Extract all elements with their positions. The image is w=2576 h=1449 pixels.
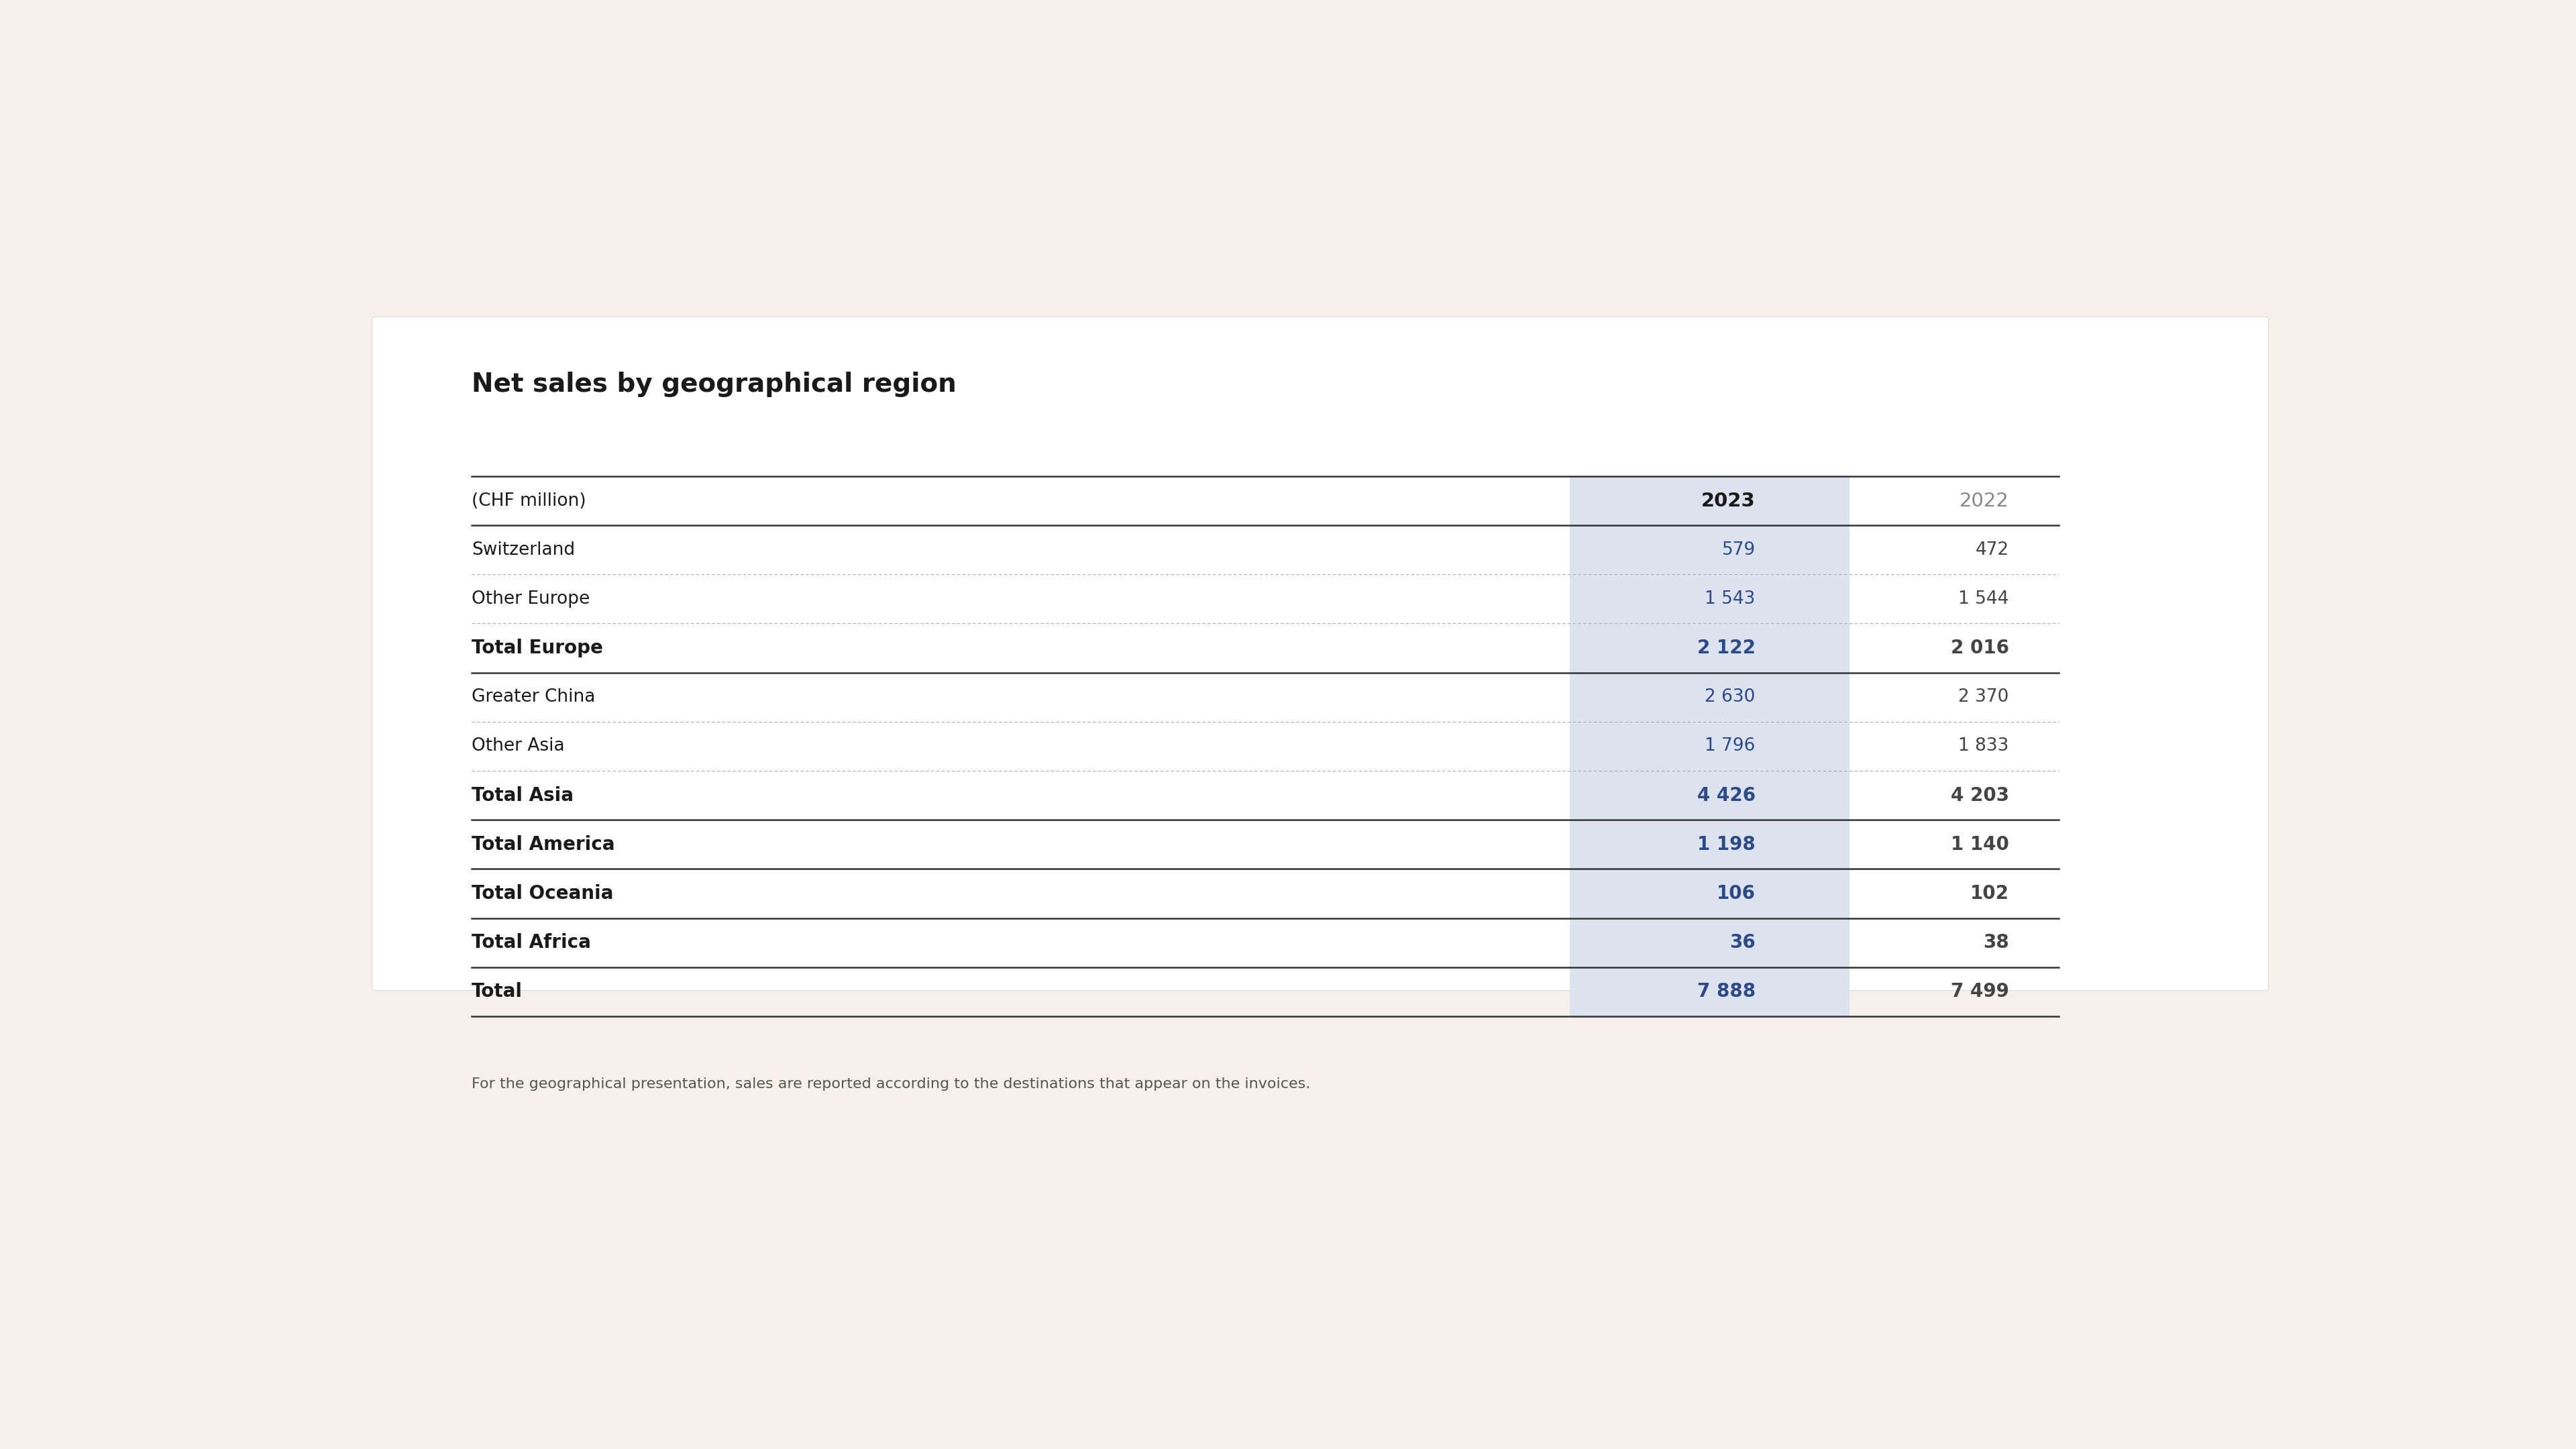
Text: 579: 579: [1721, 540, 1754, 559]
Text: 2 630: 2 630: [1705, 688, 1754, 706]
Text: 2 016: 2 016: [1950, 639, 2009, 658]
Text: 2023: 2023: [1700, 491, 1754, 510]
Text: 1 543: 1 543: [1705, 590, 1754, 607]
Text: 472: 472: [1976, 540, 2009, 559]
Text: 1 198: 1 198: [1698, 835, 1754, 853]
Text: Other Europe: Other Europe: [471, 590, 590, 607]
FancyBboxPatch shape: [371, 317, 2269, 991]
Text: 2022: 2022: [1960, 491, 2009, 510]
Text: (CHF million): (CHF million): [471, 493, 587, 510]
Text: 4 426: 4 426: [1698, 785, 1754, 804]
Text: For the geographical presentation, sales are reported according to the destinati: For the geographical presentation, sales…: [471, 1078, 1311, 1091]
Text: 102: 102: [1971, 884, 2009, 903]
Text: 36: 36: [1728, 933, 1754, 952]
Text: 106: 106: [1716, 884, 1754, 903]
Text: 7 888: 7 888: [1698, 982, 1754, 1001]
Text: 7 499: 7 499: [1950, 982, 2009, 1001]
Text: 1 833: 1 833: [1958, 738, 2009, 755]
Text: Total America: Total America: [471, 835, 616, 853]
FancyBboxPatch shape: [1569, 477, 1850, 1016]
Text: 1 796: 1 796: [1705, 738, 1754, 755]
Text: Total Africa: Total Africa: [471, 933, 590, 952]
Text: 4 203: 4 203: [1950, 785, 2009, 804]
Text: 38: 38: [1984, 933, 2009, 952]
Text: 1 140: 1 140: [1950, 835, 2009, 853]
Text: 1 544: 1 544: [1958, 590, 2009, 607]
Text: Greater China: Greater China: [471, 688, 595, 706]
Text: Total Europe: Total Europe: [471, 639, 603, 658]
Text: Total: Total: [471, 982, 523, 1001]
Text: 2 122: 2 122: [1698, 639, 1754, 658]
Text: Other Asia: Other Asia: [471, 738, 564, 755]
Text: 2 370: 2 370: [1958, 688, 2009, 706]
Text: Total Asia: Total Asia: [471, 785, 574, 804]
Text: Total Oceania: Total Oceania: [471, 884, 613, 903]
Text: Net sales by geographical region: Net sales by geographical region: [471, 371, 956, 397]
Text: Switzerland: Switzerland: [471, 540, 574, 559]
